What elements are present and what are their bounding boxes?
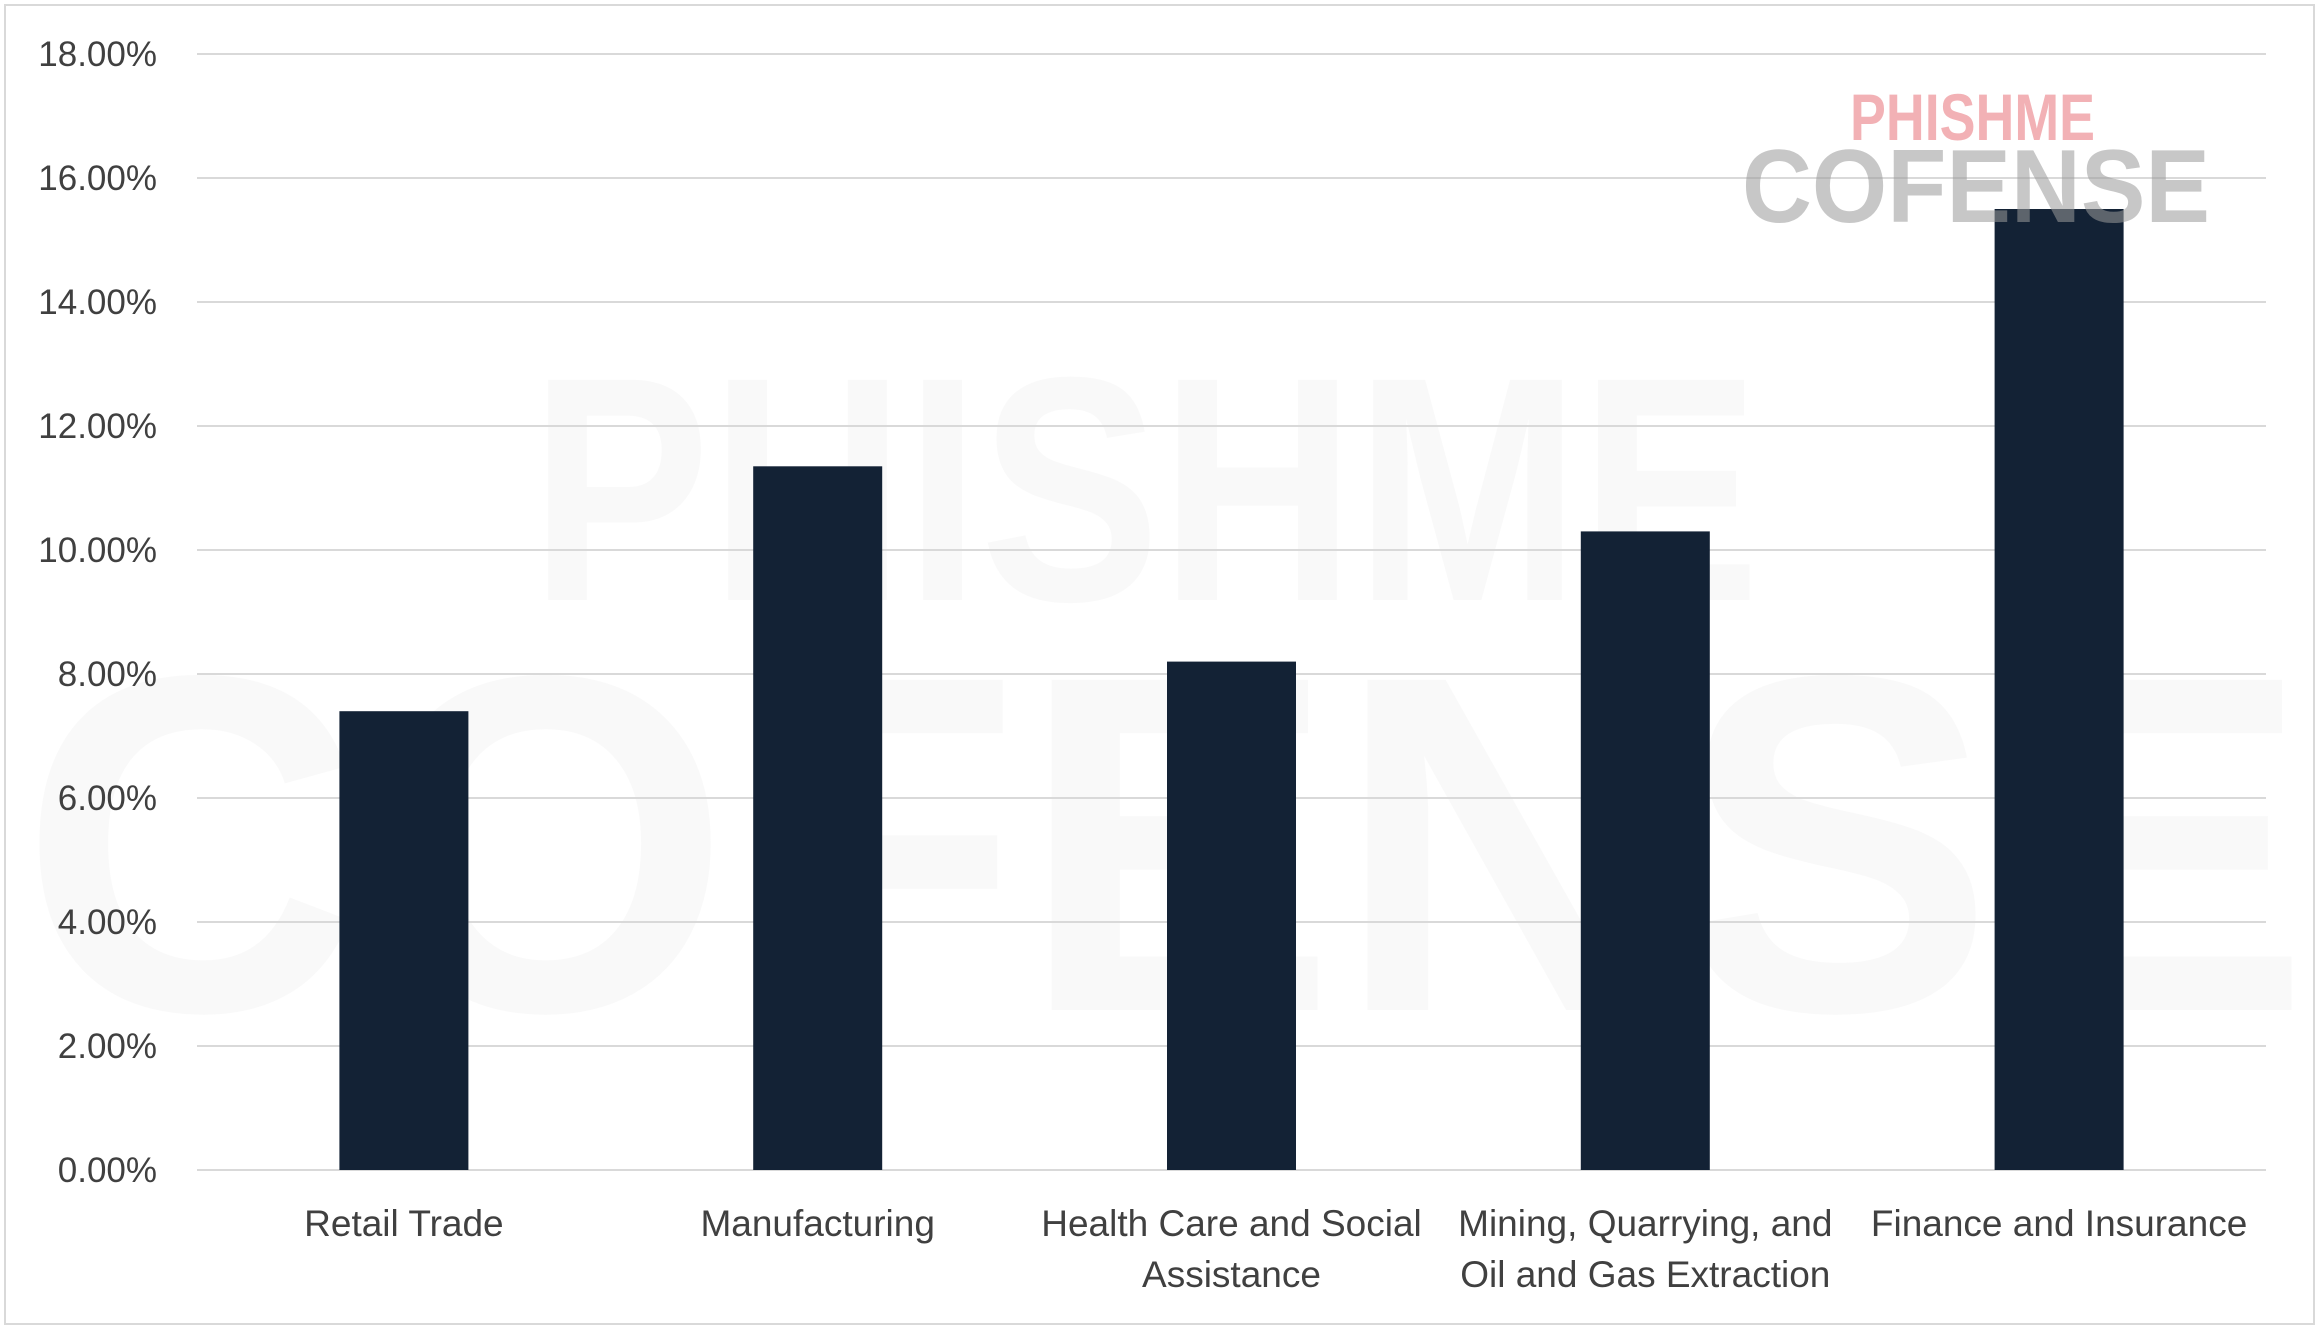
bars	[339, 209, 2124, 1170]
bar	[753, 466, 883, 1170]
x-category-label: Health Care and Social Assistance	[1041, 1203, 1422, 1295]
logo-phishme-text: PHISHME	[1850, 80, 2095, 154]
bar	[1994, 209, 2124, 1170]
gridlines	[197, 53, 2266, 1171]
y-tick-label: 8.00%	[58, 655, 157, 694]
x-category-label: Manufacturing	[700, 1203, 934, 1244]
x-axis-category-labels: Retail Trade Manufacturing Health Care and…	[304, 1203, 2247, 1295]
bar	[1580, 531, 1710, 1170]
y-tick-label: 6.00%	[58, 779, 157, 818]
y-tick-label: 18.00%	[38, 35, 157, 74]
bar	[1167, 661, 1296, 1170]
x-category-label: Mining, Quarrying, and Oil and Gas Extrac…	[1458, 1203, 1832, 1295]
logo-cofense-text: COFENSE	[1742, 129, 2210, 245]
cofense-phishme-logo: PHISHME COFENSE	[1742, 80, 2210, 245]
y-tick-label: 16.00%	[38, 159, 157, 198]
x-category-label: Finance and Insurance	[1871, 1203, 2247, 1244]
y-tick-label: 14.00%	[38, 283, 157, 322]
y-tick-label: 12.00%	[38, 407, 157, 446]
y-axis-tick-labels: 0.00% 2.00% 4.00% 6.00% 8.00% 10.00% 12.00% 14.…	[38, 35, 157, 1190]
y-tick-label: 10.00%	[38, 531, 157, 570]
y-tick-label: 2.00%	[58, 1027, 157, 1066]
y-tick-label: 4.00%	[58, 903, 157, 942]
y-tick-label: 0.00%	[58, 1151, 157, 1190]
bar	[339, 711, 469, 1170]
x-category-label: Retail Trade	[304, 1203, 504, 1244]
